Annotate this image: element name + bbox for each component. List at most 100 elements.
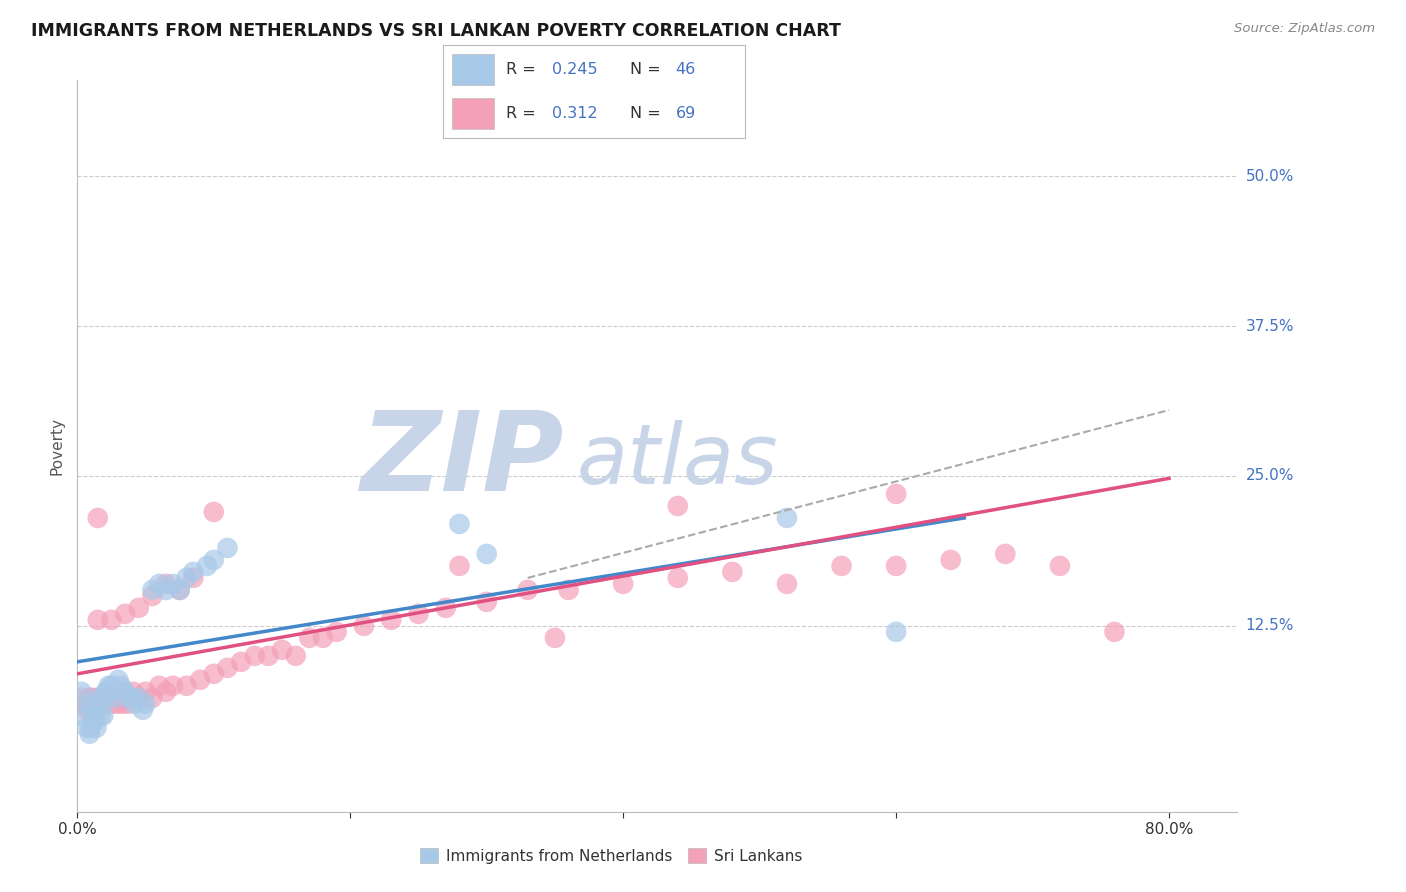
Point (118, 690, 141, 705)
Point (107, 673, 129, 687)
Point (97, 690, 120, 705)
Text: 46: 46 (676, 62, 696, 77)
Point (475, 595, 498, 609)
Point (96, 685, 118, 699)
Point (271, 643, 294, 657)
Text: N =: N = (630, 62, 666, 77)
Text: IMMIGRANTS FROM NETHERLANDS VS SRI LANKAN POVERTY CORRELATION CHART: IMMIGRANTS FROM NETHERLANDS VS SRI LANKA… (31, 22, 841, 40)
Point (155, 582, 177, 597)
Point (73, 708, 96, 723)
Point (117, 697, 139, 711)
Point (434, 600, 457, 615)
Text: 0.245: 0.245 (551, 62, 598, 77)
Point (80, 703, 103, 717)
Y-axis label: Poverty: Poverty (49, 417, 65, 475)
Point (83, 714, 105, 729)
Point (183, 571, 205, 585)
Point (229, 655, 252, 669)
Point (217, 541, 239, 555)
Point (449, 558, 471, 573)
Point (162, 679, 184, 693)
Point (353, 619, 375, 633)
Point (135, 685, 157, 699)
Point (128, 600, 150, 615)
Point (776, 511, 799, 525)
Point (884, 624, 907, 639)
Point (195, 558, 218, 573)
Point (89, 690, 111, 705)
Point (884, 558, 907, 573)
Point (202, 666, 225, 681)
Text: ZIP: ZIP (361, 407, 565, 514)
Point (87, 690, 110, 705)
Point (257, 648, 280, 663)
Point (666, 499, 689, 513)
Point (312, 631, 335, 645)
Point (217, 661, 239, 675)
Point (111, 697, 134, 711)
Point (176, 571, 198, 585)
Point (87, 703, 110, 717)
Point (162, 577, 184, 591)
Point (380, 613, 402, 627)
Text: Source: ZipAtlas.com: Source: ZipAtlas.com (1234, 22, 1375, 36)
Text: 50.0%: 50.0% (1246, 169, 1294, 184)
Point (475, 547, 498, 561)
Point (155, 577, 177, 591)
Point (84, 708, 107, 723)
Point (94, 685, 117, 699)
Text: R =: R = (506, 106, 541, 121)
Point (202, 505, 225, 519)
Point (108, 690, 131, 705)
Point (91, 708, 114, 723)
Point (73, 697, 96, 711)
Point (124, 697, 146, 711)
Point (141, 589, 163, 603)
Point (176, 679, 198, 693)
Point (114, 607, 136, 621)
Point (90, 690, 111, 705)
Text: R =: R = (506, 62, 541, 77)
Text: atlas: atlas (576, 420, 778, 501)
Point (120, 690, 142, 705)
Point (408, 607, 430, 621)
Point (169, 582, 191, 597)
Text: N =: N = (630, 106, 666, 121)
Point (104, 690, 127, 705)
Point (1049, 558, 1071, 573)
Point (939, 553, 962, 567)
Point (121, 690, 143, 705)
Point (86, 721, 108, 735)
Text: 0.312: 0.312 (551, 106, 598, 121)
Point (449, 516, 471, 531)
Point (110, 679, 132, 693)
Point (70, 685, 93, 699)
Point (79, 690, 101, 705)
Point (87, 613, 110, 627)
Point (884, 487, 907, 501)
Text: 12.5%: 12.5% (1246, 618, 1294, 633)
Point (132, 703, 155, 717)
Point (141, 690, 163, 705)
Point (666, 571, 689, 585)
Point (79, 727, 101, 741)
Legend: Immigrants from Netherlands, Sri Lankans: Immigrants from Netherlands, Sri Lankans (413, 842, 808, 870)
Point (97, 679, 120, 693)
FancyBboxPatch shape (451, 98, 495, 129)
Point (90, 697, 112, 711)
Point (100, 613, 122, 627)
Point (183, 565, 205, 579)
Point (776, 577, 799, 591)
Point (100, 697, 122, 711)
Point (76, 703, 98, 717)
Point (94, 690, 117, 705)
Point (557, 582, 579, 597)
Point (135, 697, 157, 711)
Point (103, 690, 125, 705)
Point (101, 685, 124, 699)
Point (82, 690, 104, 705)
Point (84, 697, 107, 711)
Point (70, 690, 93, 705)
Point (1104, 624, 1126, 639)
Point (721, 565, 744, 579)
